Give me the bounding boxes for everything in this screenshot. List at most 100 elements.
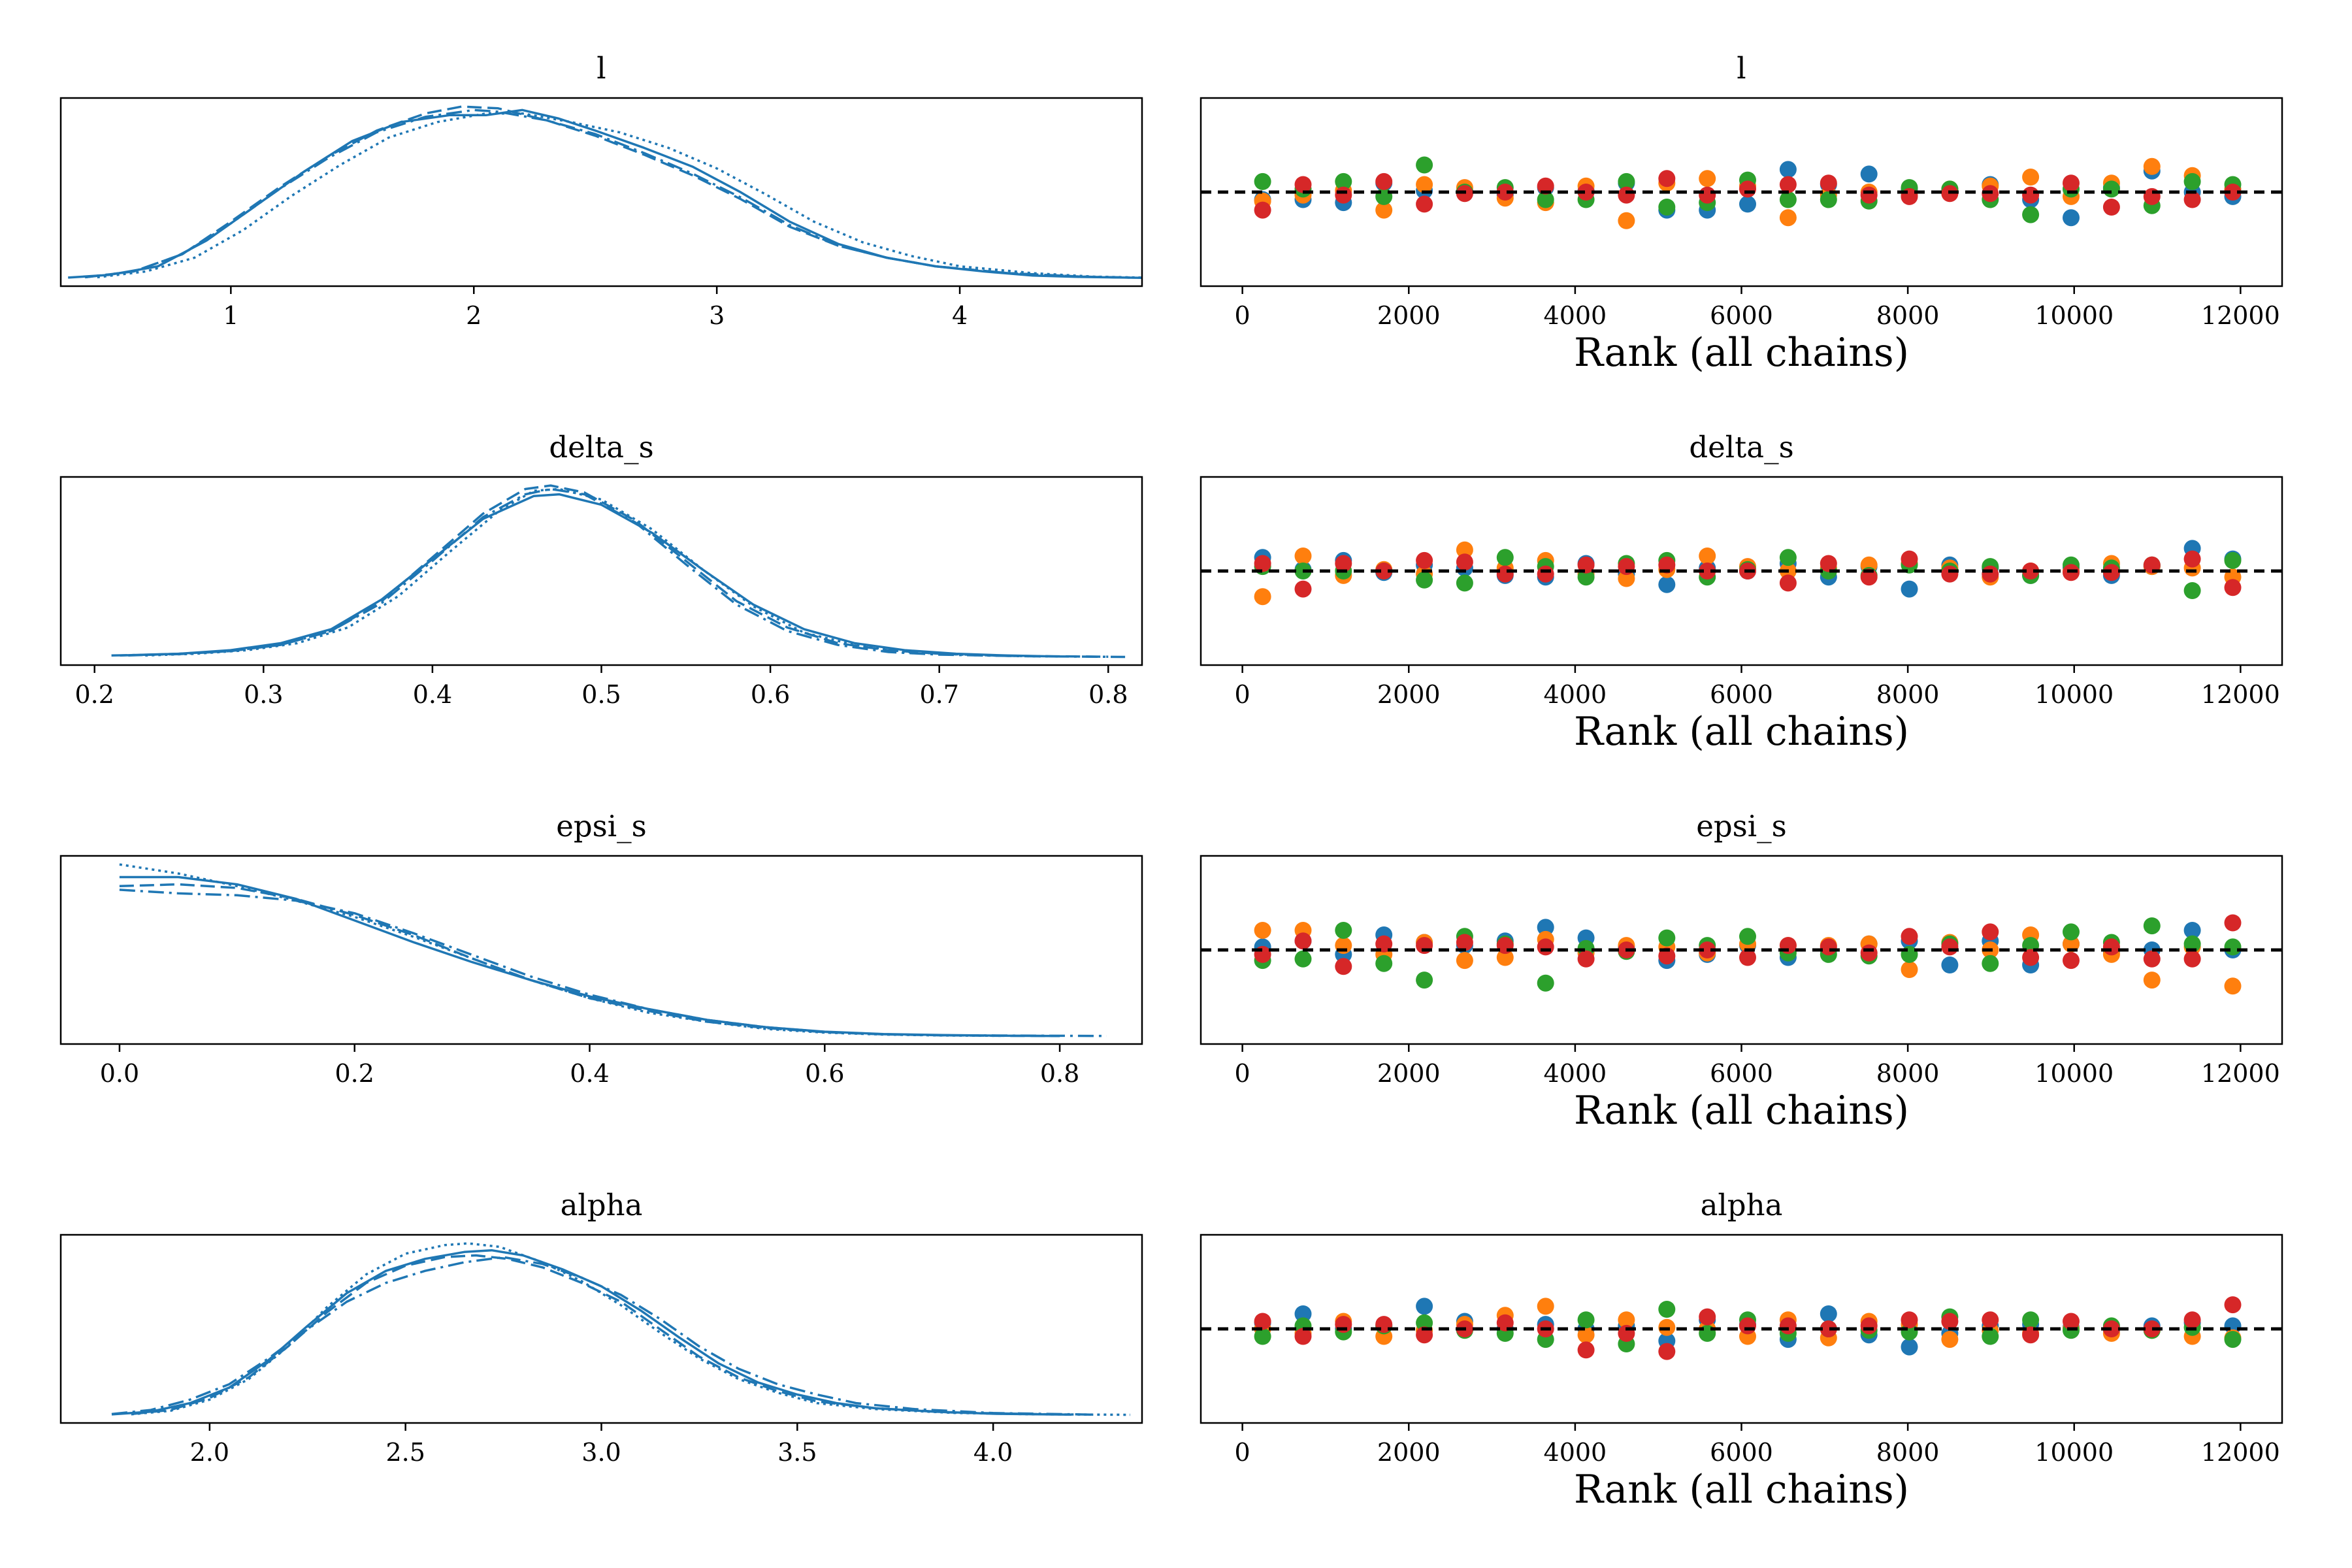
kde-line-dotted	[119, 863, 1002, 1037]
rank-point-chain-3	[1254, 201, 1271, 219]
rank-point-chain-3	[2063, 174, 2080, 192]
rank-point-chain-3	[1699, 941, 1716, 958]
rank-point-chain-3	[1820, 555, 1837, 572]
rank-point-chain-3	[1901, 1311, 1918, 1329]
rank-point-chain-1	[1618, 1311, 1635, 1329]
panel-kde-alpha: alpha 2.0 2.5 3.0 3.5 4.0	[59, 1188, 1143, 1467]
x-tick-label: 6000	[1710, 1059, 1773, 1088]
rank-point-chain-3	[1820, 1320, 1837, 1337]
rank-point-chain-3	[2224, 914, 2242, 932]
rank-point-chain-3	[1658, 170, 1676, 188]
rank-point-chain-2	[2102, 180, 2120, 198]
rank-point-chain-3	[1658, 1343, 1676, 1360]
rank-point-chain-2	[1335, 922, 1352, 939]
rank-point-chain-1	[1456, 952, 1473, 970]
rank-point-chain-2	[2224, 1331, 2242, 1348]
axes-frame	[59, 97, 1143, 287]
rank-point-chain-1	[1699, 547, 1716, 564]
rank-point-chain-2	[2143, 917, 2161, 935]
rank-point-chain-3	[2183, 950, 2201, 968]
x-tick-label: 4000	[1544, 1438, 1607, 1467]
rank-point-chain-3	[1699, 563, 1716, 580]
panel-title: epsi_s	[1696, 809, 1787, 843]
panel-title: l	[1737, 51, 1746, 86]
rank-point-chain-3	[1496, 565, 1514, 583]
rank-point-chain-3	[2063, 952, 2080, 970]
rank-point-chain-3	[1779, 1317, 1797, 1335]
x-tick-label: 0.7	[919, 680, 958, 709]
x-axis-label: Rank (all chains)	[1574, 709, 1909, 755]
rank-point-chain-3	[1860, 944, 1878, 962]
rank-point-chain-0	[1860, 165, 1878, 183]
rank-point-chain-0	[1941, 956, 1959, 973]
rank-point-chain-2	[2224, 551, 2242, 569]
kde-line-dotted	[97, 112, 1143, 279]
axes-frame	[1200, 476, 2283, 666]
x-tick-label: 2.0	[190, 1438, 229, 1467]
rank-point-chain-3	[1658, 947, 1676, 965]
rank-point-chain-1	[1416, 176, 1433, 193]
x-tick-label: 8000	[1876, 1438, 1940, 1467]
rank-point-chain-1	[1941, 1331, 1959, 1348]
x-tick-label: 0.8	[1088, 680, 1128, 709]
rank-point-chain-3	[1860, 568, 1878, 586]
rank-point-chain-2	[1779, 191, 1797, 208]
x-tick-label: 0.0	[100, 1059, 139, 1088]
rank-point-chain-1	[2224, 977, 2242, 995]
rank-point-chain-1	[2143, 972, 2161, 989]
x-tick-label: 0	[1235, 680, 1250, 709]
rank-point-chain-2	[2183, 935, 2201, 953]
x-tick-label: 10000	[2034, 1438, 2114, 1467]
rank-point-chain-2	[1820, 191, 1837, 208]
rank-point-chain-2	[2022, 1311, 2040, 1329]
rank-point-chain-3	[1577, 556, 1595, 574]
x-tick-label: 12000	[2201, 1438, 2280, 1467]
rank-point-chain-2	[1658, 199, 1676, 216]
x-tick-label: 10000	[2034, 1059, 2114, 1088]
rank-point-chain-1	[1577, 1326, 1595, 1344]
x-tick-label: 6000	[1710, 301, 1773, 330]
rank-point-chain-0	[1739, 195, 1756, 213]
x-tick-label: 0.4	[570, 1059, 609, 1088]
x-axis-label: Rank (all chains)	[1574, 330, 1909, 376]
x-tick-label: 6000	[1710, 1438, 1773, 1467]
rank-point-chain-1	[1294, 547, 1312, 564]
rank-point-chain-3	[1416, 195, 1433, 213]
rank-point-chain-3	[1335, 555, 1352, 572]
rank-point-chain-3	[2102, 938, 2120, 956]
kde-line-dashdot	[84, 108, 1130, 279]
rank-point-chain-3	[1699, 1308, 1716, 1326]
x-tick-label: 0.2	[335, 1059, 374, 1088]
x-tick-label: 3.0	[581, 1438, 621, 1467]
rank-point-chain-3	[1294, 1328, 1312, 1345]
kde-line-solid	[120, 493, 1058, 658]
rank-point-chain-3	[1577, 1341, 1595, 1359]
rank-point-chain-1	[1254, 588, 1271, 606]
x-tick-label: 2000	[1377, 301, 1441, 330]
rank-point-chain-3	[1537, 938, 1554, 956]
rank-point-chain-1	[1779, 209, 1797, 227]
rank-point-chain-2	[2224, 938, 2242, 956]
x-tick-label: 4000	[1544, 680, 1607, 709]
rank-point-chain-3	[1941, 938, 1959, 956]
axes-frame	[59, 476, 1143, 666]
panel-rank-epsi_s: epsi_s Rank (all chains) 0 2000 4000 6000 8000…	[1200, 809, 2283, 1134]
x-tick-label: 0.4	[413, 680, 452, 709]
axes-frame	[1200, 855, 2283, 1045]
x-tick-label: 0.6	[751, 680, 790, 709]
rank-point-chain-3	[2143, 950, 2161, 968]
rank-point-chain-3	[1496, 1314, 1514, 1331]
x-tick-label: 6000	[1710, 680, 1773, 709]
panel-title: alpha	[1701, 1188, 1783, 1222]
rank-point-chain-2	[1658, 1301, 1676, 1318]
rank-point-chain-2	[1416, 972, 1433, 989]
rank-point-chain-2	[1416, 156, 1433, 174]
rank-point-chain-3	[1294, 932, 1312, 950]
axes-frame	[59, 1233, 1143, 1424]
rank-point-chain-3	[1658, 556, 1676, 574]
panel-title: delta_s	[549, 430, 653, 465]
rank-point-chain-2	[1982, 955, 1999, 972]
rank-point-chain-0	[2063, 209, 2080, 227]
rank-point-chain-3	[1820, 174, 1837, 192]
